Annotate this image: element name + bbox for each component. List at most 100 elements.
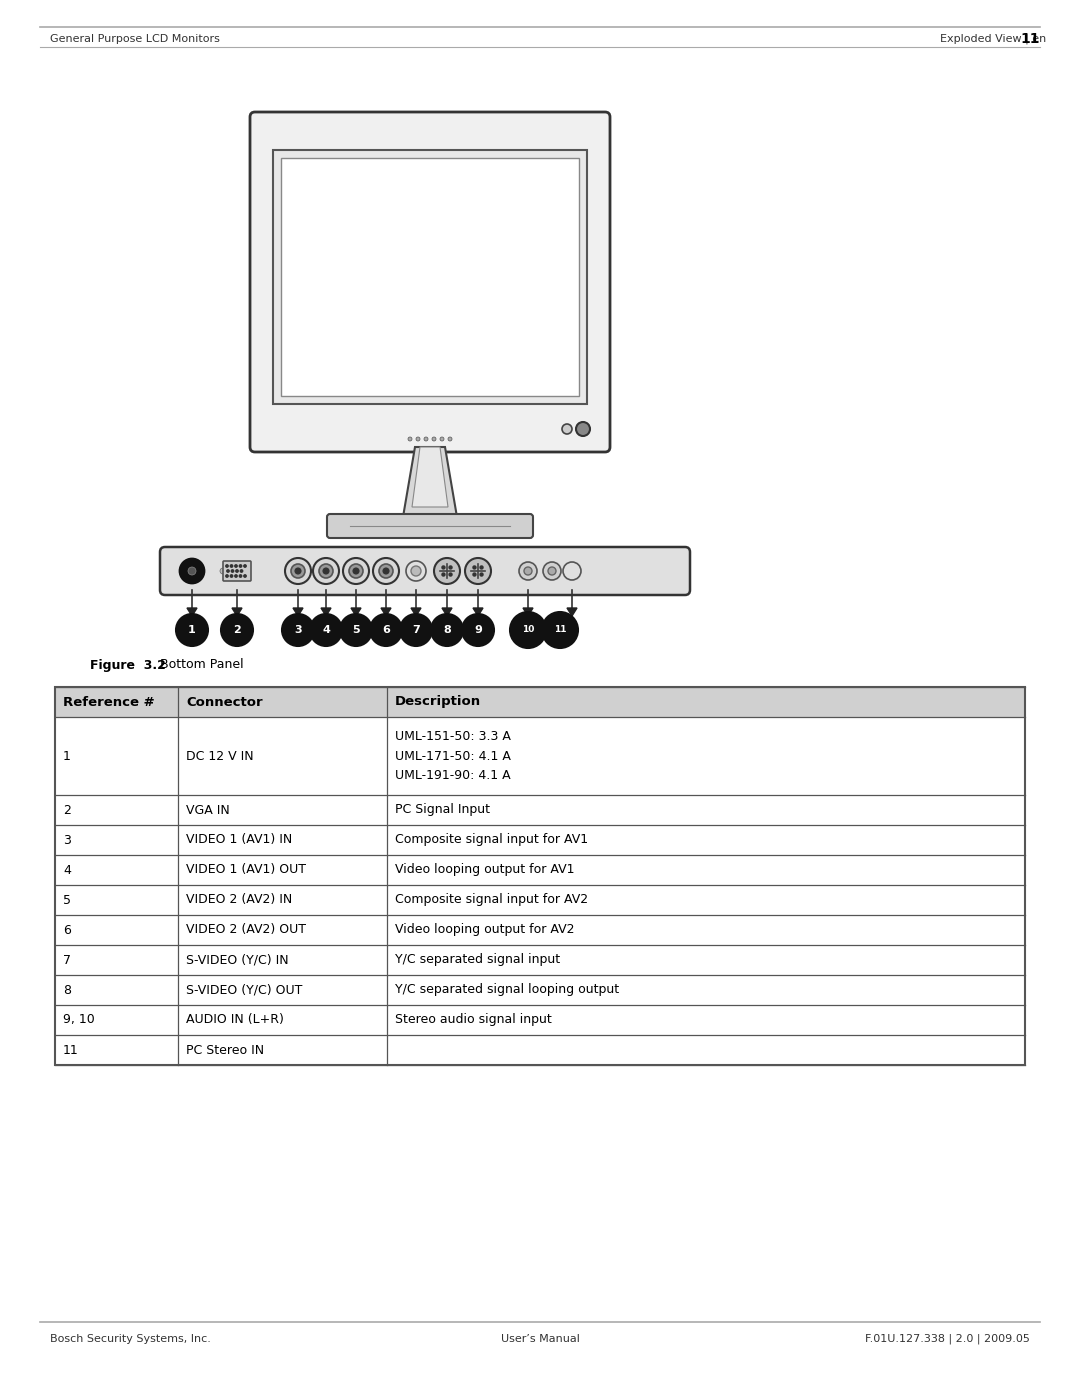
FancyBboxPatch shape [222, 562, 251, 581]
Polygon shape [411, 608, 421, 616]
Circle shape [188, 567, 195, 576]
Text: 2: 2 [233, 624, 241, 636]
Circle shape [480, 573, 483, 576]
Circle shape [383, 569, 389, 574]
Circle shape [220, 569, 226, 574]
Circle shape [408, 437, 411, 441]
Polygon shape [473, 608, 483, 616]
Polygon shape [351, 608, 361, 616]
Text: 4: 4 [63, 863, 71, 876]
Circle shape [244, 564, 246, 567]
Polygon shape [321, 608, 330, 616]
Text: 4: 4 [322, 624, 329, 636]
Text: Video looping output for AV2: Video looping output for AV2 [395, 923, 575, 936]
Circle shape [234, 564, 238, 567]
Circle shape [349, 564, 363, 578]
Circle shape [543, 562, 561, 580]
Text: 5: 5 [352, 624, 360, 636]
Circle shape [340, 615, 372, 645]
Polygon shape [523, 608, 534, 616]
Text: Bottom Panel: Bottom Panel [160, 658, 244, 672]
Text: 9: 9 [474, 624, 482, 636]
Polygon shape [293, 608, 303, 616]
Text: 7: 7 [63, 954, 71, 967]
Text: VIDEO 1 (AV1) OUT: VIDEO 1 (AV1) OUT [186, 863, 307, 876]
Circle shape [323, 569, 329, 574]
Circle shape [244, 574, 246, 577]
Text: Composite signal input for AV1: Composite signal input for AV1 [395, 834, 588, 847]
Text: UML-171-50: 4.1 A: UML-171-50: 4.1 A [395, 750, 511, 763]
Text: 5: 5 [63, 894, 71, 907]
Text: VIDEO 2 (AV2) OUT: VIDEO 2 (AV2) OUT [186, 923, 307, 936]
Text: Exploded View | en: Exploded View | en [940, 34, 1047, 45]
Text: UML-191-90: 4.1 A: UML-191-90: 4.1 A [395, 768, 511, 782]
Circle shape [519, 562, 537, 580]
Circle shape [424, 437, 428, 441]
Text: 6: 6 [63, 923, 71, 936]
Text: 9, 10: 9, 10 [63, 1013, 95, 1027]
Circle shape [449, 566, 453, 569]
Circle shape [431, 615, 463, 645]
Circle shape [180, 559, 204, 583]
FancyBboxPatch shape [327, 514, 534, 538]
Circle shape [449, 573, 453, 576]
Text: 8: 8 [63, 983, 71, 996]
Circle shape [285, 557, 311, 584]
Circle shape [241, 570, 243, 573]
Text: User’s Manual: User’s Manual [500, 1334, 580, 1344]
Circle shape [562, 425, 572, 434]
Circle shape [234, 574, 238, 577]
Text: F.01U.127.338 | 2.0 | 2009.05: F.01U.127.338 | 2.0 | 2009.05 [865, 1334, 1030, 1344]
Polygon shape [442, 608, 453, 616]
Circle shape [226, 574, 228, 577]
Circle shape [313, 557, 339, 584]
Text: S-VIDEO (Y/C) OUT: S-VIDEO (Y/C) OUT [186, 983, 302, 996]
Text: VIDEO 1 (AV1) IN: VIDEO 1 (AV1) IN [186, 834, 293, 847]
Circle shape [432, 437, 436, 441]
Text: General Purpose LCD Monitors: General Purpose LCD Monitors [50, 34, 220, 43]
Circle shape [416, 437, 420, 441]
Polygon shape [403, 447, 457, 517]
Text: Stereo audio signal input: Stereo audio signal input [395, 1013, 552, 1027]
Text: 1: 1 [63, 750, 71, 763]
Circle shape [448, 437, 453, 441]
Circle shape [240, 574, 242, 577]
Circle shape [400, 615, 432, 645]
Circle shape [548, 567, 556, 576]
Text: 3: 3 [294, 624, 301, 636]
Circle shape [310, 615, 342, 645]
Text: 11: 11 [63, 1044, 79, 1056]
Text: 11: 11 [1021, 32, 1040, 46]
Text: Description: Description [395, 696, 481, 708]
Circle shape [462, 615, 494, 645]
Circle shape [576, 422, 590, 436]
Circle shape [240, 564, 242, 567]
FancyBboxPatch shape [160, 548, 690, 595]
Text: DC 12 V IN: DC 12 V IN [186, 750, 254, 763]
Bar [55, 687, 1025, 1065]
Circle shape [221, 615, 253, 645]
Text: 2: 2 [63, 803, 71, 816]
Text: Y/C separated signal looping output: Y/C separated signal looping output [395, 983, 619, 996]
Circle shape [442, 566, 445, 569]
Circle shape [343, 557, 369, 584]
Circle shape [291, 564, 305, 578]
Text: Reference #: Reference # [63, 696, 154, 708]
Polygon shape [187, 608, 197, 616]
Bar [55, 687, 1025, 717]
Circle shape [231, 570, 233, 573]
Circle shape [353, 569, 359, 574]
Circle shape [480, 566, 483, 569]
Text: Y/C separated signal input: Y/C separated signal input [395, 954, 559, 967]
Text: 7: 7 [413, 624, 420, 636]
Circle shape [230, 574, 232, 577]
Circle shape [524, 567, 532, 576]
Circle shape [542, 612, 578, 648]
Text: Video looping output for AV1: Video looping output for AV1 [395, 863, 575, 876]
Circle shape [379, 564, 393, 578]
Circle shape [295, 569, 301, 574]
Text: Bosch Security Systems, Inc.: Bosch Security Systems, Inc. [50, 1334, 211, 1344]
Text: Figure  3.2: Figure 3.2 [90, 658, 166, 672]
Circle shape [227, 570, 229, 573]
Circle shape [563, 562, 581, 580]
